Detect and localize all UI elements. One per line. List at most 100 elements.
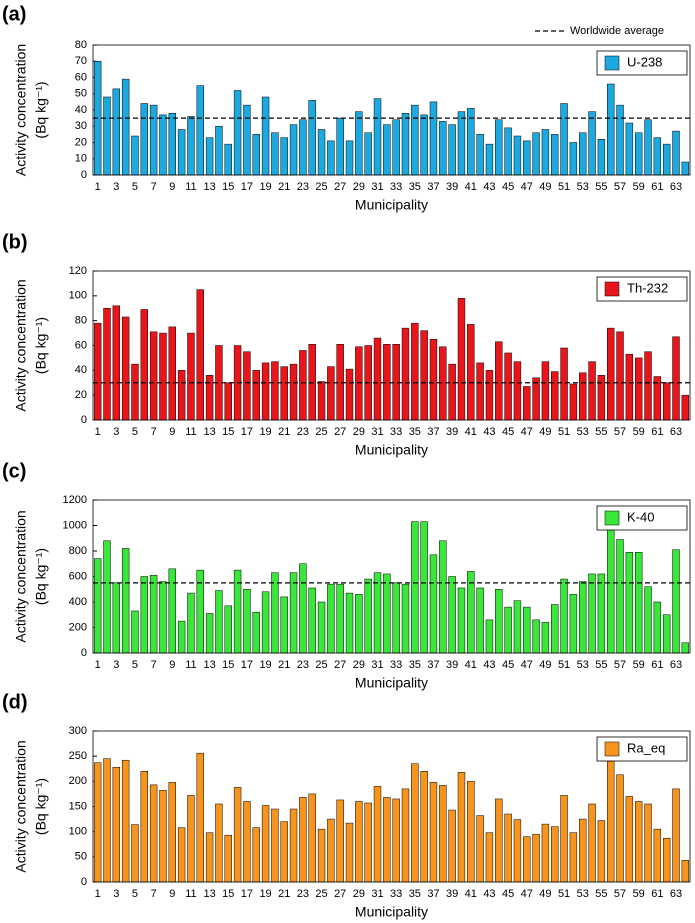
bar bbox=[541, 361, 550, 421]
bar bbox=[103, 96, 111, 176]
bar bbox=[93, 558, 102, 654]
bar bbox=[336, 117, 344, 176]
x-tick-label: 41 bbox=[465, 888, 477, 900]
x-tick-label: 15 bbox=[222, 888, 234, 900]
bar bbox=[401, 113, 410, 176]
bar bbox=[196, 85, 204, 176]
x-tick-label: 51 bbox=[558, 659, 570, 671]
x-tick-label: 39 bbox=[446, 426, 458, 438]
bar bbox=[392, 119, 400, 176]
y-axis-label: (Bq kg⁻¹) bbox=[33, 81, 49, 138]
bar bbox=[159, 790, 167, 883]
x-tick-label: 55 bbox=[595, 659, 607, 671]
bar bbox=[289, 363, 298, 421]
x-tick-label: 63 bbox=[670, 181, 682, 193]
bar bbox=[289, 124, 298, 176]
bar bbox=[420, 771, 428, 883]
y-tick-label: 400 bbox=[69, 596, 87, 608]
x-tick-label: 9 bbox=[169, 426, 175, 438]
bar bbox=[523, 836, 531, 883]
bar bbox=[289, 572, 298, 654]
x-tick-label: 51 bbox=[558, 181, 570, 193]
x-tick-label: 23 bbox=[297, 426, 309, 438]
bar bbox=[299, 797, 307, 883]
bar bbox=[205, 137, 214, 176]
bar bbox=[485, 619, 494, 654]
x-tick-label: 49 bbox=[539, 181, 551, 193]
x-tick-label: 19 bbox=[259, 426, 271, 438]
x-tick-label: 49 bbox=[539, 888, 551, 900]
x-tick-label: 5 bbox=[132, 181, 138, 193]
x-tick-label: 59 bbox=[633, 426, 645, 438]
bar bbox=[457, 298, 466, 421]
bar bbox=[103, 540, 111, 654]
x-tick-label: 63 bbox=[670, 426, 682, 438]
plot-frame bbox=[92, 270, 691, 421]
bar bbox=[579, 818, 587, 883]
bar bbox=[373, 98, 382, 176]
bar bbox=[532, 377, 540, 421]
bar bbox=[345, 822, 354, 883]
x-tick-label: 5 bbox=[132, 659, 138, 671]
bar bbox=[588, 803, 596, 883]
bar bbox=[588, 361, 596, 421]
bar bbox=[439, 785, 447, 883]
legend-label: Th-232 bbox=[627, 280, 668, 295]
bar bbox=[476, 134, 484, 176]
bar bbox=[560, 795, 568, 883]
panel-label: (c) bbox=[2, 460, 26, 482]
bar bbox=[149, 574, 158, 654]
bar bbox=[336, 583, 344, 654]
bar bbox=[662, 382, 671, 421]
x-tick-label: 43 bbox=[483, 181, 495, 193]
bar bbox=[168, 568, 176, 654]
bar bbox=[177, 620, 186, 654]
bar bbox=[327, 818, 335, 883]
bar bbox=[457, 111, 466, 176]
bar bbox=[513, 600, 522, 654]
bar bbox=[205, 375, 214, 421]
bar bbox=[345, 592, 354, 654]
bar bbox=[93, 322, 102, 421]
bar bbox=[149, 331, 158, 421]
bar bbox=[401, 788, 410, 883]
bar bbox=[383, 124, 391, 176]
bar bbox=[187, 116, 195, 176]
bar bbox=[681, 860, 690, 883]
x-tick-label: 39 bbox=[446, 659, 458, 671]
x-tick-label: 27 bbox=[334, 659, 346, 671]
bar bbox=[243, 801, 251, 883]
bar bbox=[625, 353, 634, 421]
bar bbox=[308, 100, 316, 176]
x-tick-label: 41 bbox=[465, 181, 477, 193]
bar bbox=[252, 370, 260, 421]
bar bbox=[513, 135, 522, 176]
bar bbox=[634, 552, 643, 654]
bar bbox=[634, 801, 643, 883]
x-tick-label: 25 bbox=[315, 426, 327, 438]
bar bbox=[121, 759, 130, 883]
y-tick-label: 20 bbox=[75, 389, 87, 401]
x-tick-label: 53 bbox=[577, 888, 589, 900]
x-tick-label: 15 bbox=[222, 659, 234, 671]
x-tick-label: 31 bbox=[371, 181, 383, 193]
x-tick-label: 57 bbox=[614, 181, 626, 193]
bar bbox=[121, 78, 130, 176]
x-axis-label: Municipality bbox=[355, 675, 428, 691]
x-tick-label: 21 bbox=[278, 659, 290, 671]
x-tick-label: 25 bbox=[315, 888, 327, 900]
x-tick-label: 13 bbox=[203, 659, 215, 671]
bar bbox=[579, 132, 587, 176]
bar bbox=[205, 613, 214, 654]
bar bbox=[467, 781, 475, 883]
panel-label: (b) bbox=[2, 231, 28, 253]
bar bbox=[401, 583, 410, 654]
bar bbox=[271, 361, 279, 421]
x-tick-label: 33 bbox=[390, 888, 402, 900]
bar bbox=[429, 554, 438, 654]
y-tick-label: 150 bbox=[69, 800, 87, 812]
bar bbox=[392, 582, 400, 654]
bar bbox=[541, 622, 550, 654]
y-tick-label: 60 bbox=[75, 339, 87, 351]
bar bbox=[523, 140, 531, 176]
